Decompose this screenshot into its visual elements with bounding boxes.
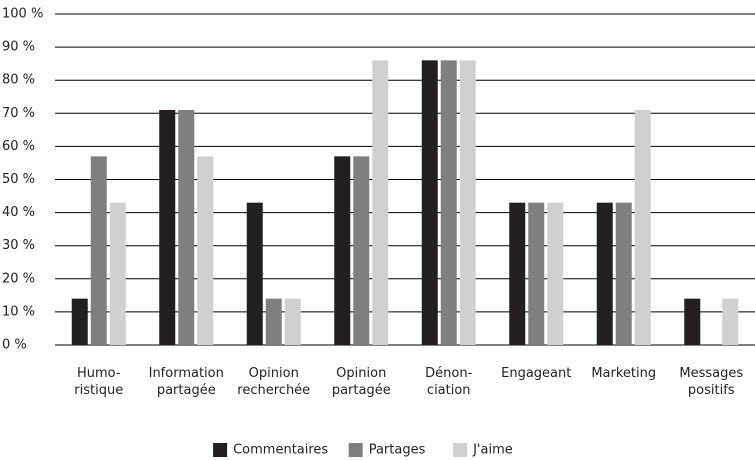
x-tick-label: Humo- ristique xyxy=(74,366,124,398)
y-tick-label: 60 % xyxy=(2,139,35,154)
x-tick-label: Dénon- ciation xyxy=(425,366,473,398)
bar xyxy=(353,156,370,345)
y-tick-label: 0 % xyxy=(2,338,27,353)
bar xyxy=(284,298,301,345)
bar xyxy=(71,298,88,345)
legend-label: Partages xyxy=(369,443,426,458)
y-tick-label: 80 % xyxy=(2,73,35,88)
y-tick-label: 70 % xyxy=(2,106,35,121)
x-tick-label: Marketing xyxy=(591,366,657,381)
y-tick-label: 50 % xyxy=(2,172,35,187)
bar xyxy=(246,202,263,345)
y-tick-label: 40 % xyxy=(2,205,35,220)
x-tick-label: Opinion partagée xyxy=(331,366,391,398)
bar xyxy=(421,60,438,346)
bar xyxy=(265,298,282,345)
x-tick-label: Engageant xyxy=(501,366,572,381)
legend-swatch xyxy=(453,443,468,457)
x-tick-label: Opinion recherchée xyxy=(237,366,311,398)
bar xyxy=(547,202,564,345)
bar xyxy=(90,156,107,345)
bar xyxy=(684,298,701,345)
bar xyxy=(509,202,526,345)
y-tick-label: 30 % xyxy=(2,238,35,253)
bar xyxy=(197,156,214,345)
legend-swatch xyxy=(213,443,228,457)
bar xyxy=(528,202,545,345)
legend-swatch xyxy=(348,443,363,457)
legend-label: J'aime xyxy=(472,443,513,458)
bar xyxy=(334,156,351,345)
y-tick-label: 20 % xyxy=(2,271,35,286)
bar xyxy=(634,109,651,346)
x-tick-label: Messages positifs xyxy=(679,366,744,398)
bar xyxy=(459,60,476,346)
legend-label: Commentaires xyxy=(233,443,328,458)
bar xyxy=(372,60,389,346)
bar xyxy=(596,202,613,345)
y-tick-label: 10 % xyxy=(2,304,35,319)
x-tick-label: Information partagée xyxy=(148,366,224,398)
bar xyxy=(159,109,176,346)
bar xyxy=(440,60,457,346)
y-tick-label: 100 % xyxy=(2,7,43,22)
bar xyxy=(615,202,632,345)
y-tick-label: 90 % xyxy=(2,40,35,55)
bar xyxy=(178,109,195,346)
bar xyxy=(722,298,739,345)
bar xyxy=(109,202,126,345)
